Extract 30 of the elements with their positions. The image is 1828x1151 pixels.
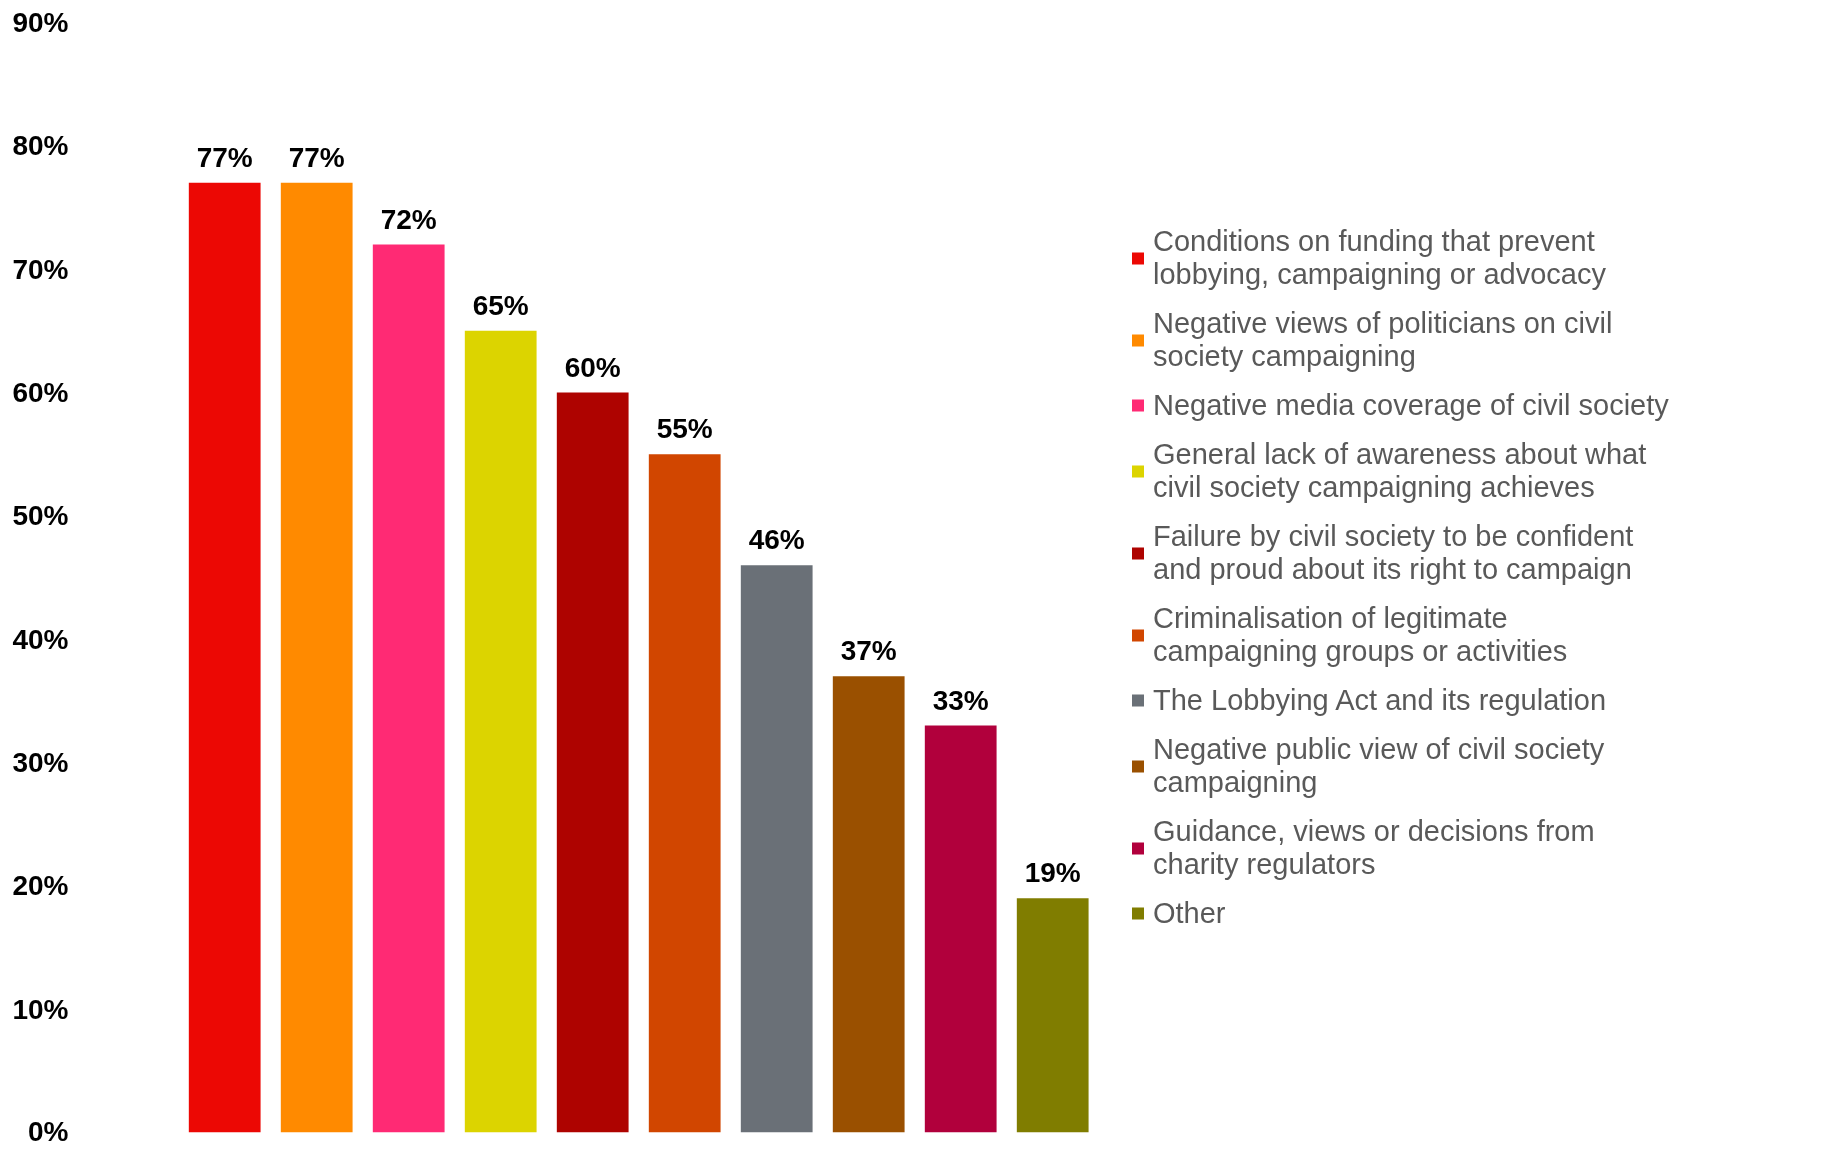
- y-tick-label: 0%: [28, 1115, 69, 1147]
- legend-label: General lack of awareness about what civil society campaigning achieves: [1153, 437, 1647, 504]
- data-label: 77%: [288, 141, 345, 173]
- data-label: 72%: [380, 203, 437, 235]
- legend-label: Negative media coverage of civil society: [1153, 388, 1669, 422]
- legend-label: Conditions on funding that prevent lobbying, campaigning or advocacy: [1153, 224, 1606, 291]
- data-label: 19%: [1024, 857, 1081, 889]
- legend-label: Other: [1153, 896, 1226, 930]
- legend-label: Negative views of politicians on civil society campaigning: [1153, 306, 1613, 373]
- legend-label: The Lobbying Act and its regulation: [1153, 683, 1607, 717]
- y-tick-label: 70%: [12, 253, 69, 285]
- data-label: 55%: [656, 413, 713, 445]
- y-tick-label: 50%: [12, 500, 69, 532]
- y-tick-label: 60%: [12, 377, 69, 408]
- data-label: 33%: [932, 684, 989, 716]
- y-tick-label: 40%: [12, 623, 69, 655]
- y-tick-label: 30%: [12, 747, 69, 778]
- legend-label: Negative public view of civil society campaigning: [1153, 732, 1605, 799]
- data-label: 46%: [748, 524, 805, 556]
- data-label: 60%: [564, 351, 621, 383]
- data-label: 37%: [840, 635, 897, 667]
- legend-label: Criminalisation of legitimate campaigning groups or activities: [1153, 601, 1568, 668]
- legend-label: Guidance, views or decisions from charity regulators: [1153, 814, 1595, 881]
- y-tick-label: 80%: [12, 130, 69, 162]
- y-tick-label: 10%: [12, 993, 69, 1025]
- y-tick-label: 90%: [12, 7, 69, 38]
- legend-label: Failure by civil society to be confident and proud about its right to campaign: [1153, 519, 1634, 586]
- data-label: 77%: [196, 141, 253, 173]
- y-tick-label: 20%: [12, 870, 69, 902]
- data-label: 65%: [472, 289, 529, 321]
